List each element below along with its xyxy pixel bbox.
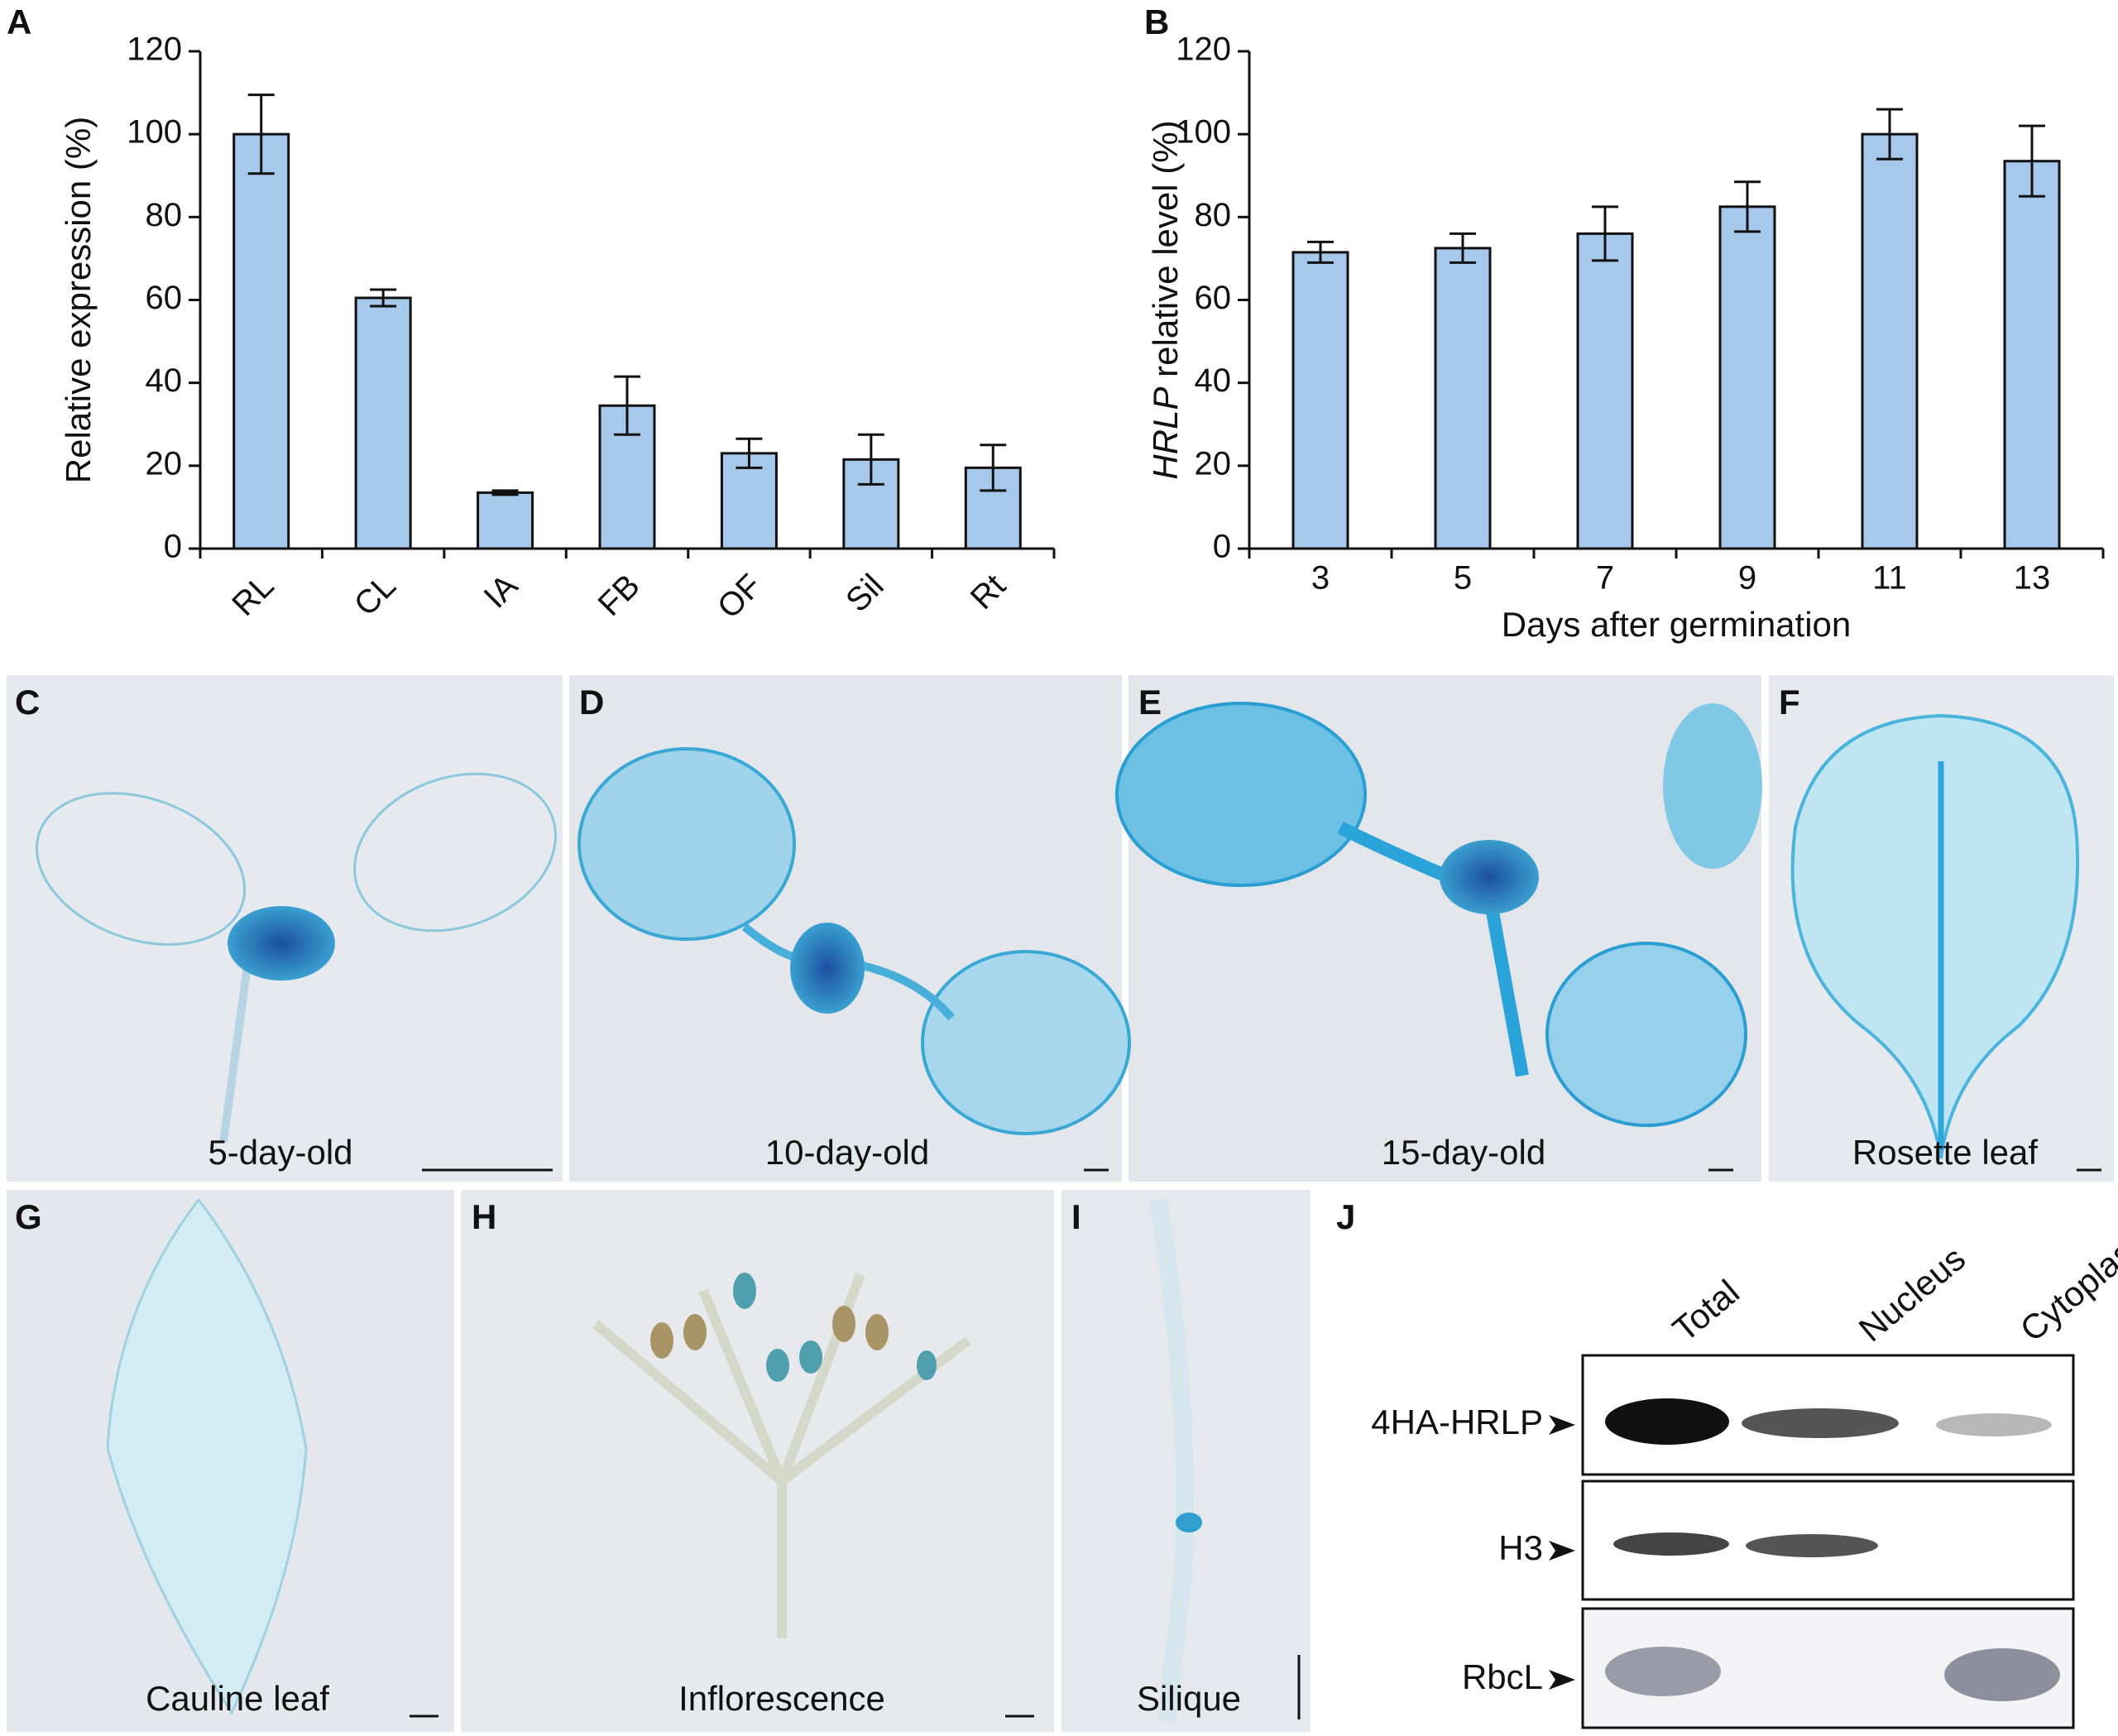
bar [477, 491, 534, 550]
error-bar [247, 94, 275, 175]
error-bar [491, 489, 519, 496]
x-tick-label: OF [711, 568, 769, 626]
error-bar [2019, 124, 2045, 198]
x-tick-label: 13 [2014, 560, 2051, 597]
y-axis-label-text: relative level (%) [1146, 120, 1185, 386]
error-bar [1592, 205, 1618, 262]
y-tick-label: 80 [1195, 197, 1232, 233]
y-tick-label: 60 [1195, 280, 1232, 316]
blot [1581, 1354, 2075, 1729]
error-bar [1307, 240, 1334, 264]
bar [354, 296, 412, 550]
panel-caption: Cauline leaf [146, 1679, 329, 1718]
x-tick-label: 7 [1596, 560, 1614, 597]
panel-label: G [15, 1197, 42, 1236]
bar [2003, 160, 2061, 550]
blot-row-label: 4HA-HRLP [1371, 1403, 1543, 1441]
blot-column-label: Total [1665, 1272, 1747, 1349]
error-bar [1734, 180, 1761, 233]
bar [232, 132, 290, 550]
x-axis-label: Days after germination [1502, 605, 1852, 644]
blot-row-label: H3 [1498, 1528, 1543, 1567]
error-bar [857, 433, 884, 486]
x-tick-label: Rt [964, 568, 1013, 616]
bar [1861, 132, 1919, 550]
x-tick-label: 3 [1311, 560, 1330, 597]
y-tick-label: 0 [164, 529, 182, 565]
y-tick-label: 40 [146, 362, 183, 399]
arrowhead [1549, 1670, 1575, 1690]
bar [1291, 251, 1349, 550]
bar [1434, 247, 1492, 550]
blot-row-label: RbcL [1462, 1657, 1543, 1696]
arrowhead [1549, 1415, 1575, 1435]
error-bar [370, 288, 397, 308]
y-tick-label: 20 [146, 445, 183, 482]
y-tick-label: 80 [146, 197, 183, 233]
error-bar [614, 375, 640, 436]
x-tick-label: 5 [1454, 560, 1472, 597]
error-bar [736, 437, 763, 469]
blot-column-label: Cytoplasm [2013, 1214, 2118, 1350]
arrowhead [1549, 1541, 1575, 1561]
bar [1576, 232, 1634, 550]
panel-label: C [15, 683, 40, 722]
panel-label: D [579, 683, 604, 722]
panel-caption: 10-day-old [765, 1133, 929, 1172]
y-tick-label: 40 [1195, 362, 1232, 399]
y-tick-label: 100 [1176, 114, 1231, 151]
x-tick-label: Sil [839, 568, 891, 620]
y-tick-label: 20 [1195, 445, 1232, 482]
panel-label: F [1779, 683, 1800, 722]
y-axis-label-italic: HRLP [1146, 387, 1185, 480]
x-tick-label: FB [592, 568, 647, 623]
panel-caption: Silique [1137, 1679, 1241, 1718]
y-axis-label: HRLP relative level (%) [1146, 120, 1185, 479]
bar [720, 452, 778, 550]
blot-column-label: Nucleus [1852, 1239, 1972, 1350]
x-tick-label: RL [225, 568, 280, 623]
y-tick-label: 120 [127, 31, 182, 68]
panel-caption: 15-day-old [1382, 1133, 1545, 1172]
panel-label: H [472, 1197, 496, 1236]
y-axis-label-text: Relative expression (%) [59, 117, 98, 484]
error-bar [1450, 232, 1476, 264]
x-tick-label: CL [347, 568, 403, 623]
x-tick-label: 9 [1738, 560, 1756, 597]
y-tick-label: 0 [1213, 529, 1231, 565]
x-tick-label: 11 [1872, 560, 1907, 597]
bar [1718, 205, 1776, 550]
y-tick-label: 120 [1176, 31, 1231, 68]
y-axis-label: Relative expression (%) [59, 117, 98, 484]
panel-caption: Inflorescence [678, 1679, 885, 1718]
panel-label: I [1071, 1197, 1081, 1236]
error-bar [1876, 108, 1903, 161]
y-tick-label: 100 [127, 114, 182, 151]
panel-label: A [7, 2, 31, 41]
panel-caption: 5-day-old [208, 1133, 352, 1172]
photos [7, 675, 2114, 1732]
panel-label: E [1138, 683, 1162, 722]
y-tick-label: 60 [146, 280, 183, 316]
panel-label: B [1144, 2, 1169, 41]
panel-label: J [1336, 1197, 1355, 1236]
x-tick-label: IA [477, 567, 525, 615]
panel-caption: Rosette leaf [1852, 1133, 2038, 1172]
error-bar [980, 444, 1007, 492]
